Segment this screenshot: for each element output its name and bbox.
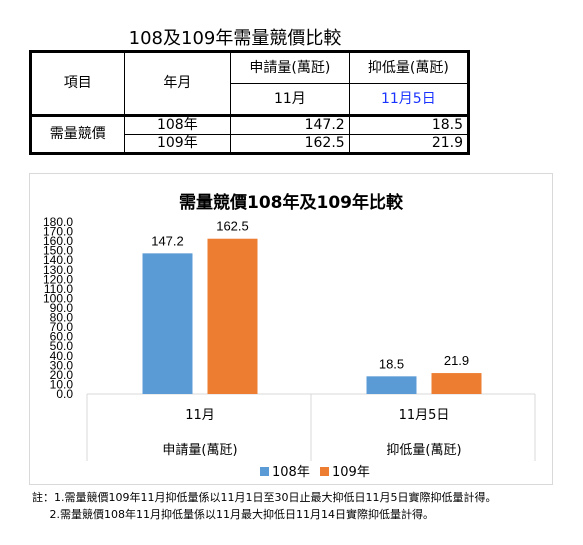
y-tick-label: 140.0 [43,253,73,267]
chart-container: 需量競價108年及109年比較 0.0 10.0 20.0 30.0 40.0 50.0 6… [29,173,553,485]
category-label: 11月5日 [399,408,450,423]
header-suppress: 抑低量(萬瓩) [348,50,471,84]
row-apply-value: 162.5 [230,134,350,155]
header-apply: 申請量(萬瓩) [230,50,350,84]
header-item: 項目 [29,50,125,117]
group-label: 申請量(萬瓩) [162,443,237,458]
y-tick-label: 90.0 [50,301,74,315]
footnote-1: 註：1.需量競價109年11月抑低量係以11月1日至30日止最大抑低日11月5日… [32,491,497,504]
y-tick-label: 0.0 [56,387,73,401]
y-tick-label: 100.0 [43,291,73,305]
y-tick-label: 60.0 [50,330,74,344]
row-group-label: 需量競價 [29,115,125,155]
comparison-table: 項目 年月 申請量(萬瓩) 抑低量(萬瓩) 11月 11月5日 需量競價 108… [29,50,471,155]
y-tick-label: 120.0 [43,272,73,286]
bar [431,373,482,394]
data-label: 147.2 [151,233,184,248]
row-suppress-value: 18.5 [348,115,471,135]
row-year: 108年 [123,115,232,135]
data-label: 162.5 [216,219,249,234]
row-suppress-value: 21.9 [348,134,471,155]
y-tick-label: 10.0 [50,377,74,391]
legend-swatch [260,467,269,476]
chart-title: 需量競價108年及109年比較 [179,193,403,213]
legend-swatch [320,467,329,476]
bar [142,253,193,394]
y-tick-label: 20.0 [50,368,74,382]
bar-chart: 0.010.020.030.040.050.060.070.080.090.01… [43,215,536,480]
category-label: 11月 [185,408,215,423]
legend-label: 108年 [272,465,310,480]
page-title: 108及109年需量競價比較 [128,28,342,49]
y-tick-label: 180.0 [43,215,73,229]
y-tick-label: 150.0 [43,244,73,258]
data-label: 21.9 [444,353,469,368]
bar [366,376,417,394]
subheader-suppress-date: 11月5日 [348,83,471,117]
y-tick-label: 130.0 [43,263,73,277]
y-tick-label: 30.0 [50,358,74,372]
footnote-2: 2.需量競價108年11月抑低量係以11月最大抑低日11月14日實際抑低量計得。 [32,508,434,521]
row-apply-value: 147.2 [230,115,350,135]
row-year: 109年 [123,134,232,155]
y-tick-label: 40.0 [50,349,74,363]
y-tick-label: 160.0 [43,234,73,248]
legend-label: 109年 [332,465,370,480]
subheader-apply-date: 11月 [230,83,350,117]
y-tick-label: 170.0 [43,225,73,239]
bar [207,238,258,394]
y-tick-label: 50.0 [50,339,74,353]
y-tick-label: 110.0 [44,282,73,296]
data-label: 18.5 [379,356,404,371]
y-tick-label: 70.0 [50,320,74,334]
group-label: 抑低量(萬瓩) [386,443,461,458]
header-year-month: 年月 [123,50,232,117]
y-tick-label: 80.0 [50,311,74,325]
